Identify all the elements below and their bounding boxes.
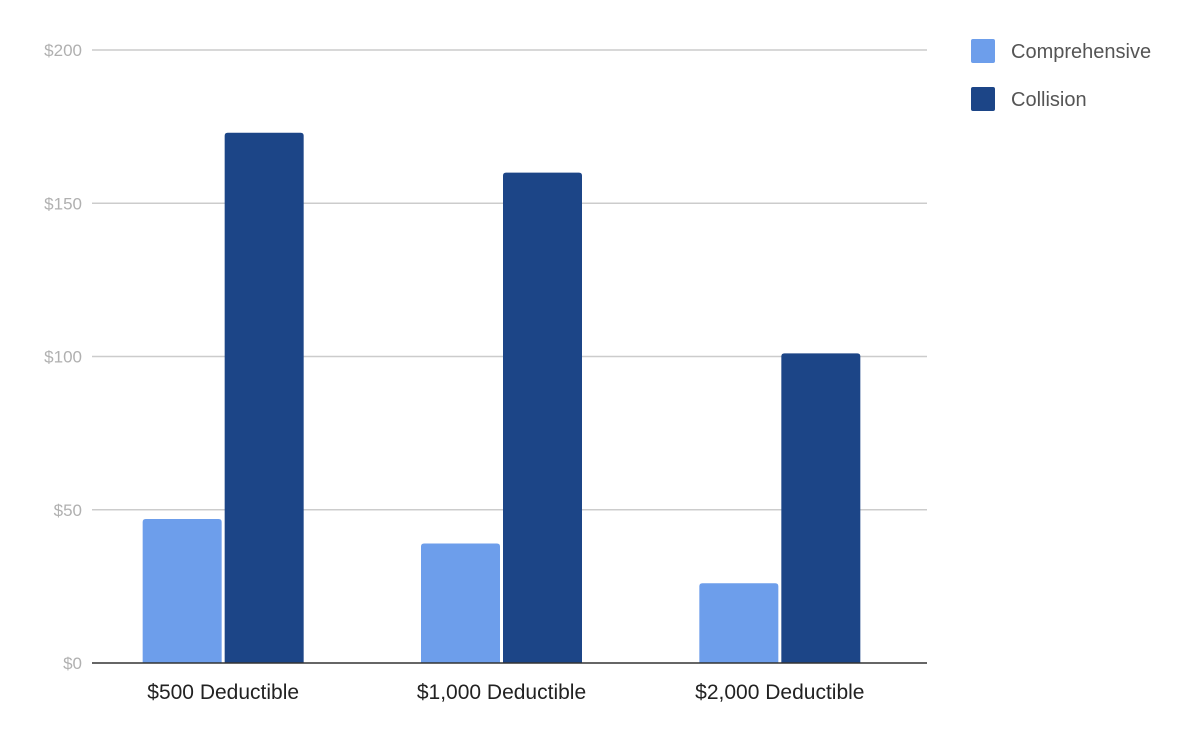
x-tick-label: $1,000 Deductible (417, 681, 586, 704)
bar-comprehensive-1 (421, 543, 500, 663)
bar-collision-0 (224, 132, 304, 663)
legend-label-collision: Collision (1011, 89, 1087, 111)
y-axis-ticks: $0 $50 $100 $150 $200 (44, 41, 82, 673)
y-tick-label: $200 (44, 41, 82, 60)
bar-collision-2 (781, 353, 861, 663)
legend-swatch-collision (971, 87, 995, 111)
legend-swatch-comprehensive (971, 39, 995, 63)
x-tick-label: $500 Deductible (147, 681, 299, 704)
y-tick-label: $0 (63, 654, 82, 673)
bar-comprehensive-0 (142, 518, 222, 663)
y-tick-label: $150 (44, 194, 82, 213)
legend-label-comprehensive: Comprehensive (1011, 41, 1151, 63)
y-tick-label: $50 (54, 501, 82, 520)
y-tick-label: $100 (44, 348, 82, 367)
bar-comprehensive-2 (699, 583, 779, 663)
legend: Comprehensive Collision (971, 39, 1151, 111)
bar-collision-1 (503, 172, 582, 663)
bars (142, 132, 861, 663)
x-axis-ticks: $500 Deductible $1,000 Deductible $2,000 D… (147, 681, 864, 704)
x-tick-label: $2,000 Deductible (695, 681, 864, 704)
